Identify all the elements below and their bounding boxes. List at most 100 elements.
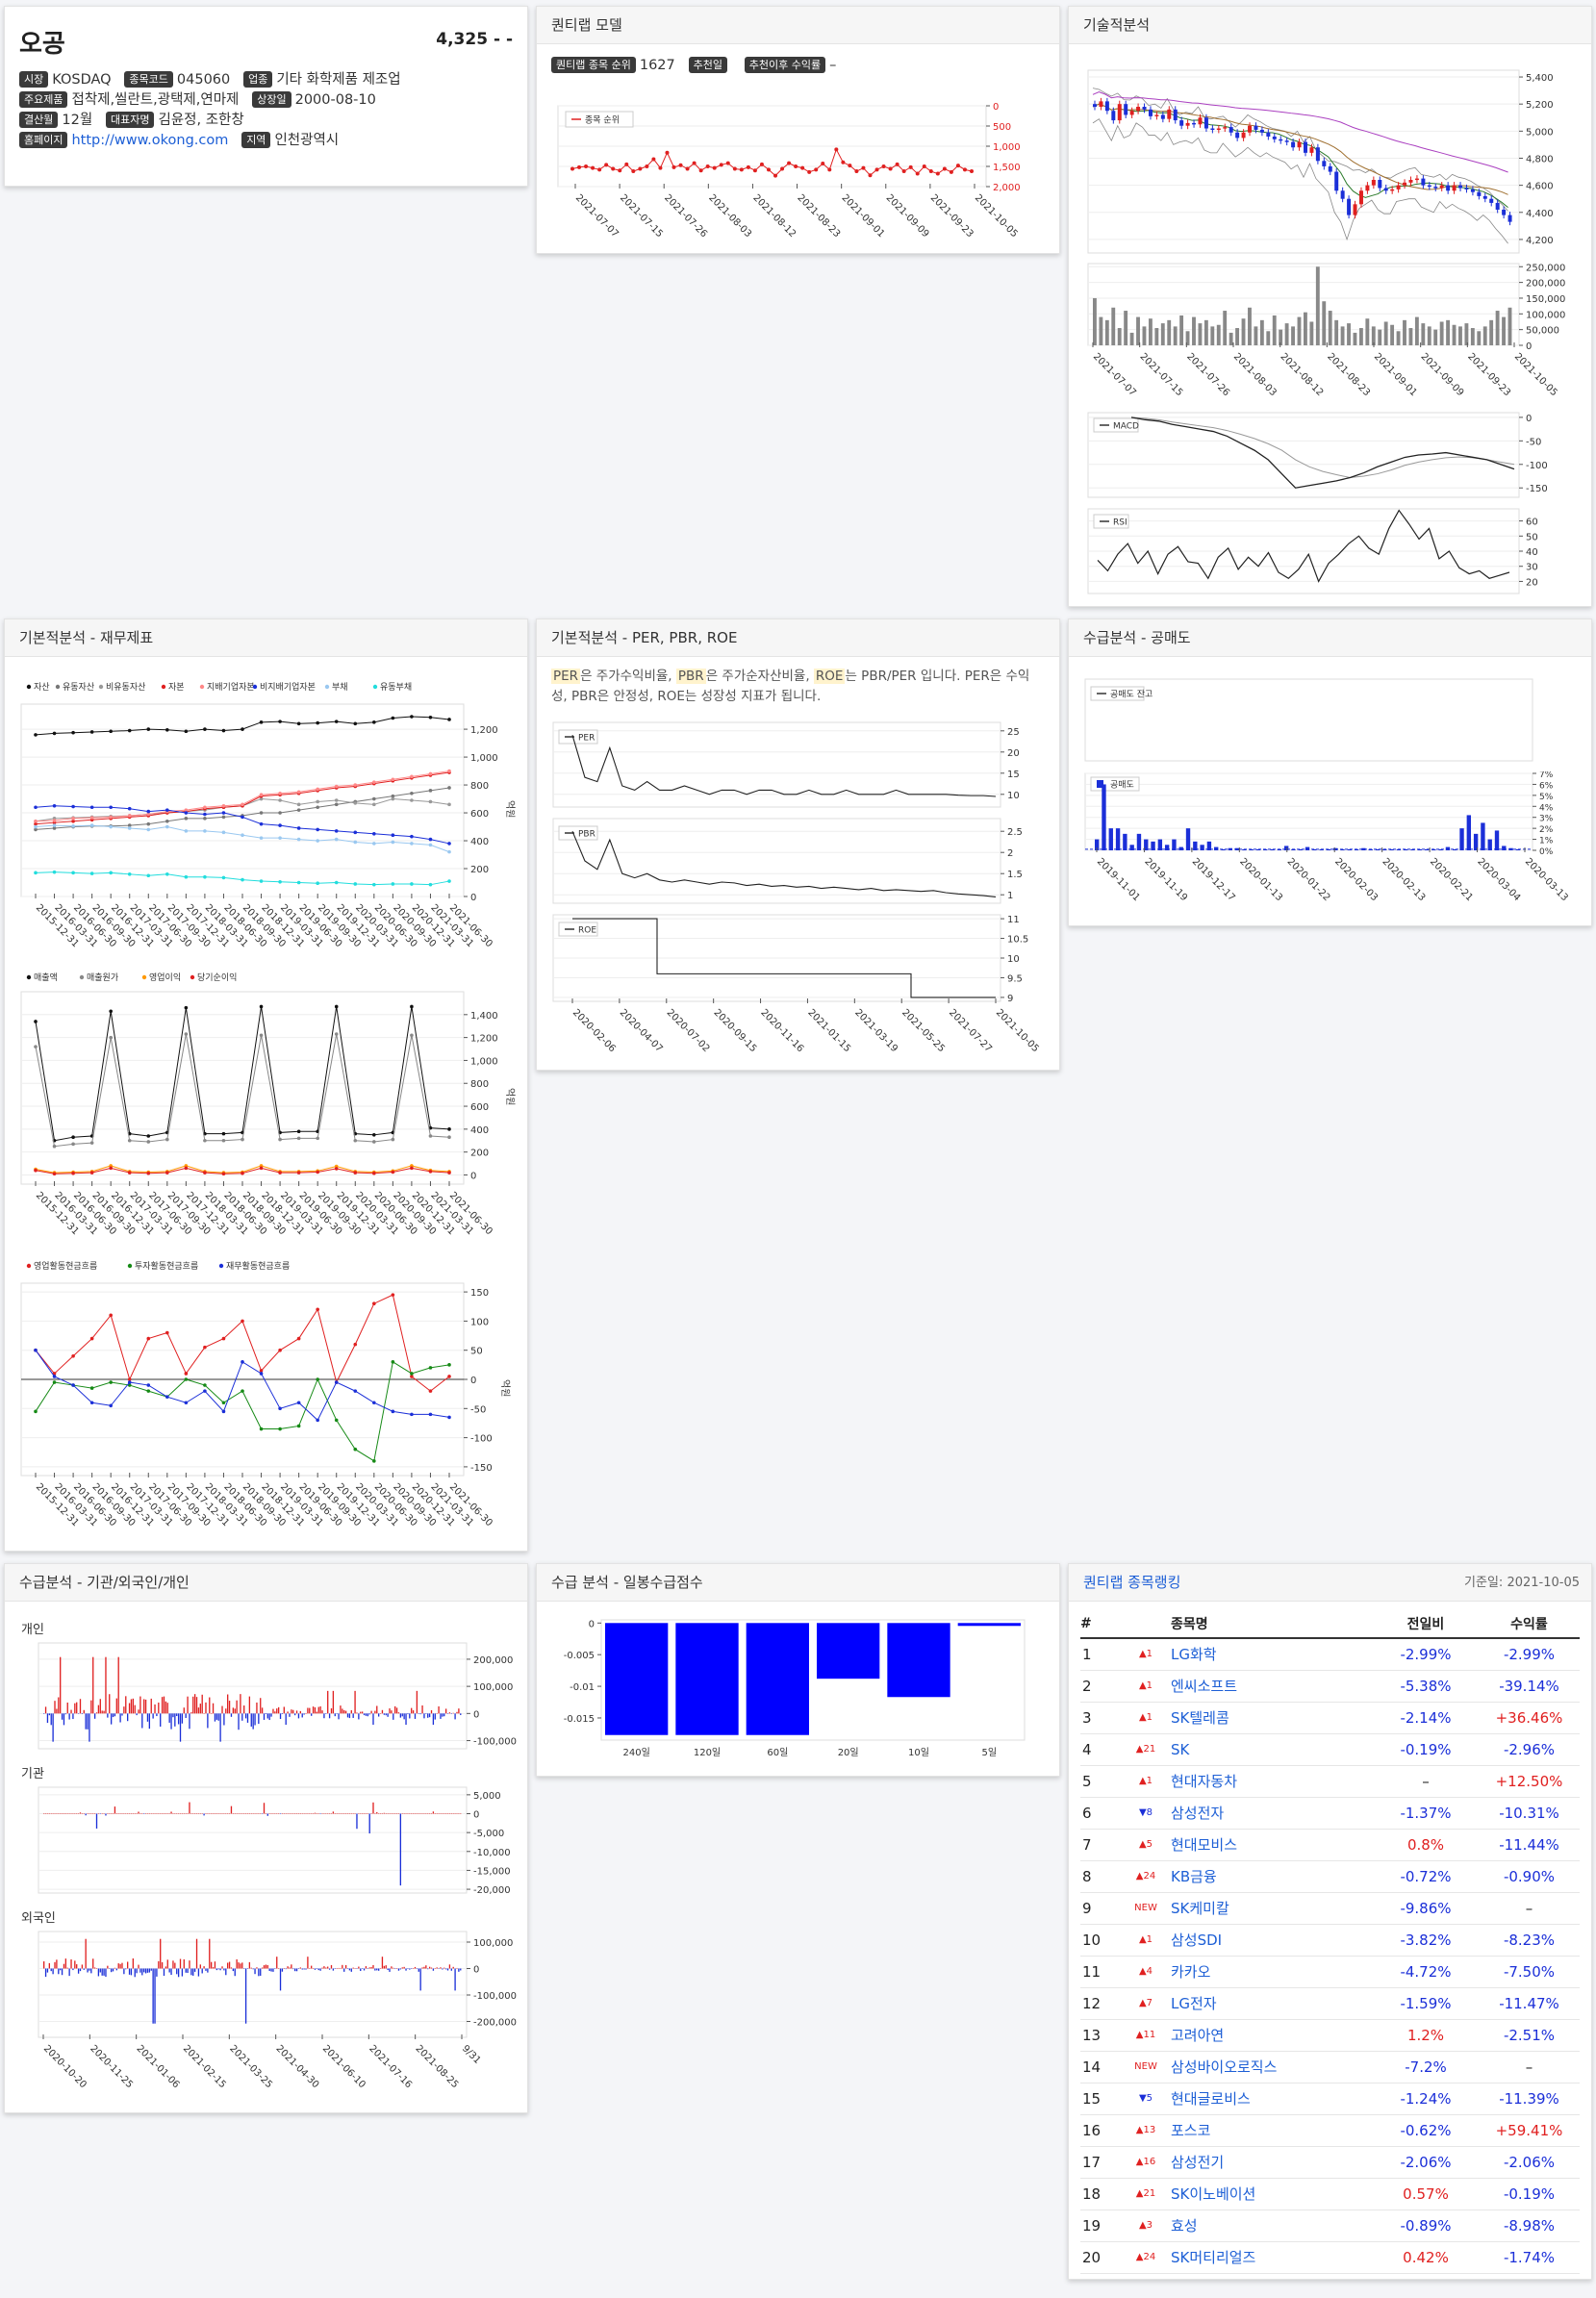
ranking-rank: 13 (1080, 2019, 1121, 2052)
flow-bar (352, 1813, 354, 1814)
data-point (316, 1136, 319, 1141)
ranking-stock-name[interactable]: SK (1171, 1733, 1373, 1766)
data-point (165, 872, 169, 876)
x-tick-label: 2020-02-13 (1381, 856, 1428, 903)
ranking-stock-name[interactable]: KB금융 (1171, 1860, 1373, 1893)
volume-bar (1365, 318, 1370, 345)
ranking-stock-name[interactable]: 현대글로비스 (1171, 2083, 1373, 2115)
y-tick-label: 40 (1526, 547, 1538, 558)
candle-body (1390, 189, 1395, 191)
stock-change: - - (493, 30, 513, 49)
volume-bar (1495, 311, 1500, 345)
flow-bar (263, 1713, 266, 1720)
flow-bar (127, 1961, 129, 1969)
ranking-return: -11.39% (1479, 2083, 1580, 2115)
ranking-header: 퀀티랩 종목랭킹 기준일: 2021-10-05 (1069, 1564, 1591, 1602)
flow-bar (181, 1968, 184, 1977)
ranking-stock-name[interactable]: 포스코 (1171, 2114, 1373, 2147)
flow-bar (44, 1706, 47, 1714)
ranking-stock-name[interactable]: 엔씨소프트 (1171, 1670, 1373, 1703)
x-tick-label: 2021-01-15 (805, 1007, 852, 1054)
ranking-stock-name[interactable]: 삼성바이오로직스 (1171, 2051, 1373, 2083)
short-selling-title: 수급분석 - 공매도 (1069, 619, 1591, 657)
flow-bar (61, 1813, 63, 1814)
data-point (221, 803, 226, 808)
data-point (241, 1137, 244, 1142)
flow-bar (411, 1813, 413, 1814)
ranking-stock-name[interactable]: 삼성전기 (1171, 2146, 1373, 2179)
ranking-stock-name[interactable]: 삼성SDI (1171, 1924, 1373, 1957)
ranking-stock-name[interactable]: SK이노베이션 (1171, 2178, 1373, 2210)
score-bar (817, 1623, 880, 1679)
flow-bar (365, 1813, 367, 1814)
candle-body (1216, 128, 1221, 131)
ranking-stock-name[interactable]: 효성 (1171, 2210, 1373, 2242)
data-point (334, 829, 339, 833)
per-desc-text-3: 는 PBR/PER 입니다. PER은 수익성, PBR은 안정성, ROE는 … (551, 669, 1030, 704)
data-point (372, 1401, 376, 1405)
data-point (109, 871, 113, 875)
investor-flow-card: 수급분석 - 기관/외국인/개인 개인 200,000 100,000 0 -100,0… (4, 1563, 528, 2113)
flow-bar (385, 1813, 387, 1814)
data-point (296, 721, 301, 726)
ranking-stock-name[interactable]: SK머티리얼즈 (1171, 2241, 1373, 2274)
flow-bar (192, 1968, 194, 1976)
flow-bar (327, 1690, 329, 1714)
candle-body (1495, 202, 1500, 210)
flow-bar (148, 1813, 151, 1814)
flow-bar (70, 1813, 72, 1814)
flow-bar (252, 1713, 254, 1730)
x-tick-label: 2021-03-19 (852, 1007, 899, 1054)
flow-bar (134, 1705, 136, 1714)
ranking-rank: 1 (1080, 1638, 1121, 1671)
flow-bar (260, 1813, 262, 1814)
flow-bar (394, 1968, 396, 1969)
ranking-daily-change: 0.42% (1373, 2241, 1479, 2274)
data-point (241, 727, 244, 731)
flow-bar (419, 1968, 421, 1991)
short-bar (1515, 848, 1521, 850)
flow-bar (361, 1813, 364, 1814)
ranking-stock-name[interactable]: 카카오 (1171, 1956, 1373, 1988)
per-pbr-roe-card: 기본적분석 - PER, PBR, ROE PER 은 주가수익비율, PBR 은 … (536, 619, 1060, 1071)
legend-label: 재무활동현금흐름 (226, 1260, 290, 1272)
ranking-stock-name[interactable]: LG전자 (1171, 1987, 1373, 2020)
flow-bar (168, 1813, 170, 1814)
ranking-stock-name[interactable]: SK케미칼 (1171, 1892, 1373, 1925)
flow-bar (438, 1705, 440, 1714)
flow-bar (114, 1806, 116, 1814)
flow-bar (187, 1696, 189, 1714)
ranking-row: 14 NEW 삼성바이오로직스 -7.2% – (1080, 2051, 1580, 2083)
ranking-stock-name[interactable]: 현대자동차 (1171, 1765, 1373, 1798)
per-description: PER 은 주가수익비율, PBR 은 주가순자산비율, ROE 는 PBR/PER … (537, 657, 1059, 707)
flow-bar (64, 1713, 67, 1715)
flow-bar (456, 1967, 458, 1969)
ranking-daily-change: -1.24% (1373, 2083, 1479, 2115)
x-tick-label: 2021-07-07 (573, 192, 621, 240)
ranking-stock-name[interactable]: 삼성전자 (1171, 1797, 1373, 1830)
data-point (353, 721, 358, 726)
data-point (618, 168, 622, 173)
flow-bar (238, 1962, 240, 1969)
ranking-change-badge: ▲5 (1121, 1829, 1171, 1861)
data-point (221, 1401, 226, 1405)
data-point (428, 1134, 433, 1138)
y-tick-label: 4,200 (1526, 236, 1554, 246)
x-tick-label: 2020-02-03 (1332, 856, 1380, 903)
short-bar (1283, 846, 1289, 850)
flow-bar (421, 1813, 423, 1814)
ranking-stock-name[interactable]: 현대모비스 (1171, 1829, 1373, 1861)
volume-bar (1142, 326, 1147, 345)
data-point (34, 1348, 38, 1352)
ranking-stock-name[interactable]: LG화학 (1171, 1638, 1373, 1671)
homepage-link[interactable]: http://www.okong.com (71, 133, 229, 148)
data-point (570, 166, 574, 171)
flow-bar (356, 1813, 358, 1830)
short-bar (1319, 848, 1324, 850)
ranking-stock-name[interactable]: SK텔레콤 (1171, 1702, 1373, 1734)
data-point (89, 1386, 94, 1390)
flow-bar (134, 1813, 136, 1814)
ranking-stock-name[interactable]: 고려아연 (1171, 2019, 1373, 2052)
data-point (353, 1138, 358, 1143)
